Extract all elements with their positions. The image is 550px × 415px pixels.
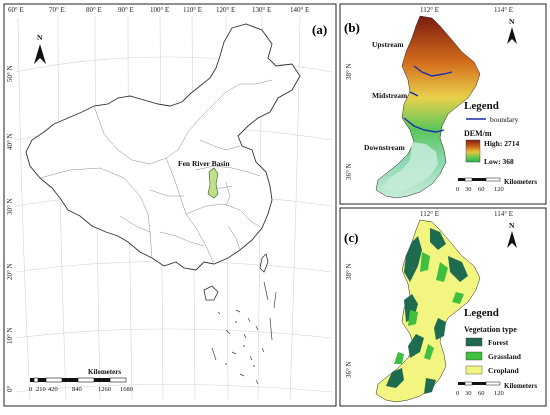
legend-cropland-label: Cropland xyxy=(488,366,520,375)
lon-label-140: 140° E xyxy=(290,6,309,14)
legend-cropland-swatch xyxy=(465,365,483,375)
scale-tick-a-210: 210 xyxy=(36,386,46,393)
lat-label-20: 20° N xyxy=(6,263,14,280)
lon-label-90: 90° E xyxy=(118,6,134,14)
lon-label-130: 130° E xyxy=(252,6,271,14)
label-downstream: Downstream xyxy=(364,143,405,152)
scale-tick-c-0: 0 xyxy=(456,390,459,397)
lon-label-120: 120° E xyxy=(216,6,235,14)
lon-label-100: 100° E xyxy=(150,6,169,14)
label-midstream: Midstream xyxy=(372,91,408,100)
scale-tick-a-1260: 1260 xyxy=(98,386,111,393)
scale-tick-c-120: 120 xyxy=(494,390,504,397)
north-arrow-icon xyxy=(507,27,517,44)
dem-lowland xyxy=(382,142,438,192)
panel-b-letter: (b) xyxy=(344,20,360,35)
scale-bar-a: Kilometers 0 210 420 840 1260 1680 xyxy=(29,368,133,393)
scale-tick-a-420: 420 xyxy=(48,386,58,393)
panel-c-lon-114: 114° E xyxy=(494,210,513,218)
china-outline xyxy=(25,23,301,271)
island-dot xyxy=(235,321,237,323)
legend-forest-label: Forest xyxy=(488,338,509,347)
legend-dem-low: Low: 368 xyxy=(484,157,514,166)
scale-tick-b-0: 0 xyxy=(456,186,459,193)
legend-dem-title: DEM/m xyxy=(464,129,492,138)
legend-boundary-label: boundary xyxy=(490,115,519,124)
lon-label-110: 110° E xyxy=(183,6,202,14)
lat-label-0: 0° xyxy=(6,386,14,393)
scale-tick-b-60: 60 xyxy=(478,186,485,193)
panel-c: (c) 112° E 114° E 38° N 36° N N xyxy=(339,207,547,407)
legend-c: Legend Vegetation type Forest Grassland … xyxy=(464,307,522,375)
lon-label-70: 70° E xyxy=(49,6,65,14)
scale-tick-b-30: 30 xyxy=(465,186,472,193)
panel-c-lat-38: 38° N xyxy=(345,263,353,280)
north-letter-a: N xyxy=(37,33,43,42)
legend-c-title: Legend xyxy=(464,307,499,319)
scale-unit-c: Kilometers xyxy=(504,382,537,390)
scale-tick-a-1680: 1680 xyxy=(120,386,133,393)
taiwan-island xyxy=(259,253,269,273)
legend-grassland-label: Grassland xyxy=(488,352,522,361)
hainan-island xyxy=(203,285,219,301)
fen-river-basin-highlight xyxy=(207,167,219,199)
south-china-sea-islands xyxy=(211,281,277,385)
north-arrow-icon xyxy=(34,44,46,64)
lat-label-50: 50° N xyxy=(6,65,14,82)
panel-c-lon-112: 112° E xyxy=(420,210,439,218)
scale-tick-c-30: 30 xyxy=(465,390,472,397)
island-dot xyxy=(253,365,255,367)
panel-b-lon-114: 114° E xyxy=(494,6,513,14)
north-arrow-a: N xyxy=(34,33,46,64)
panel-a-letter: (a) xyxy=(312,22,327,37)
province-borders xyxy=(39,79,273,265)
scale-tick-c-60: 60 xyxy=(478,390,485,397)
scale-tick-a-840: 840 xyxy=(72,386,82,393)
scale-unit-b: Kilometers xyxy=(504,178,537,186)
lat-label-10: 10° N xyxy=(6,327,14,344)
lon-label-60: 60° E xyxy=(8,6,24,14)
legend-dem-high: High: 2714 xyxy=(484,139,519,148)
panel-a: (a) 60° E 70° E 80° E 90° E 100° E 110° … xyxy=(3,3,337,407)
island-dot xyxy=(243,345,245,347)
scale-unit-a: Kilometers xyxy=(88,368,121,376)
panel-c-letter: (c) xyxy=(344,230,358,245)
legend-c-subtitle: Vegetation type xyxy=(464,325,517,334)
north-arrow-icon xyxy=(507,231,517,248)
forest-patches xyxy=(386,228,468,394)
lat-label-30: 30° N xyxy=(6,198,14,215)
scale-tick-b-120: 120 xyxy=(494,186,504,193)
grassland-patches xyxy=(394,252,464,364)
scale-bar-c: 0 30 60 120 Kilometers xyxy=(456,381,537,397)
panel-b: (b) 112° E 114° E 38° N 36° N N Upstream… xyxy=(339,3,547,205)
scale-bar-b: 0 30 60 120 Kilometers xyxy=(456,177,537,193)
lon-label-80: 80° E xyxy=(86,6,102,14)
legend-b-title: Legend xyxy=(464,100,499,112)
lat-label-40: 40° N xyxy=(6,133,14,150)
panel-b-lat-36: 36° N xyxy=(345,163,353,180)
scale-tick-a-0: 0 xyxy=(29,386,32,393)
legend-b: Legend boundary DEM/m High: 2714 Low: 36… xyxy=(464,100,519,166)
legend-dem-ramp xyxy=(465,139,481,163)
legend-grassland-swatch xyxy=(465,351,483,361)
panel-c-lat-36: 36° N xyxy=(345,361,353,378)
north-letter-c: N xyxy=(509,221,515,230)
north-letter-b: N xyxy=(509,17,515,26)
subbasin-boundary xyxy=(403,65,453,133)
panel-b-lon-112: 112° E xyxy=(420,6,439,14)
label-upstream: Upstream xyxy=(372,40,404,49)
legend-forest-swatch xyxy=(465,337,483,347)
fen-river-basin-label: Fen River Basin xyxy=(178,159,230,168)
graticule xyxy=(15,15,333,401)
island-dot xyxy=(225,363,227,365)
panel-b-lat-38: 38° N xyxy=(345,63,353,80)
